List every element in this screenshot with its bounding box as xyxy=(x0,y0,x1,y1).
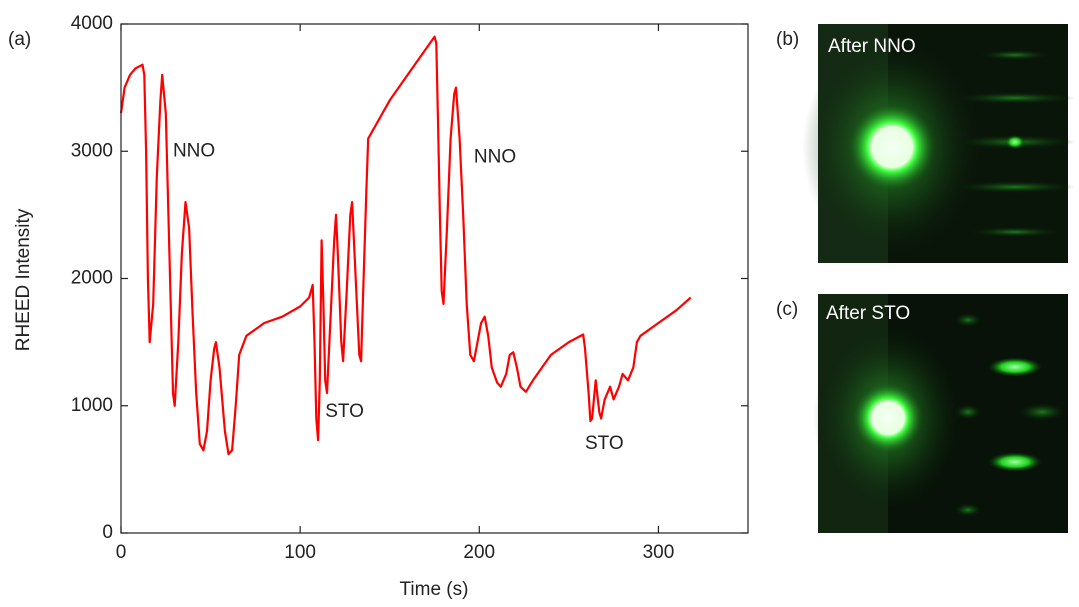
panel-caption: After STO xyxy=(826,303,910,324)
annotation: NNO xyxy=(474,147,516,168)
y-axis-label: RHEED Intensity xyxy=(13,208,34,351)
x-tick-label: 0 xyxy=(116,542,127,563)
data-line xyxy=(119,35,692,456)
rheed-image-c xyxy=(813,294,1068,533)
y-tick-label: 0 xyxy=(102,522,113,543)
y-tick-label: 3000 xyxy=(71,140,113,161)
annotation: NNO xyxy=(173,140,215,161)
panel-caption: After NNO xyxy=(828,36,916,57)
x-tick-label: 200 xyxy=(463,542,495,563)
panel-label: (a) xyxy=(8,29,31,50)
annotation: STO xyxy=(585,433,624,454)
y-tick-label: 4000 xyxy=(71,13,113,34)
plot-frame xyxy=(120,23,749,534)
y-tick-label: 1000 xyxy=(71,395,113,416)
y-tick-label: 2000 xyxy=(71,268,113,289)
rheed-image-b xyxy=(802,24,1075,263)
panel-label: (b) xyxy=(776,29,799,50)
x-axis-label: Time (s) xyxy=(400,579,469,600)
annotation: STO xyxy=(325,401,364,422)
x-tick-label: 300 xyxy=(643,542,675,563)
x-tick-label: 100 xyxy=(284,542,316,563)
plot-area xyxy=(119,35,692,456)
panel-label: (c) xyxy=(776,299,798,320)
